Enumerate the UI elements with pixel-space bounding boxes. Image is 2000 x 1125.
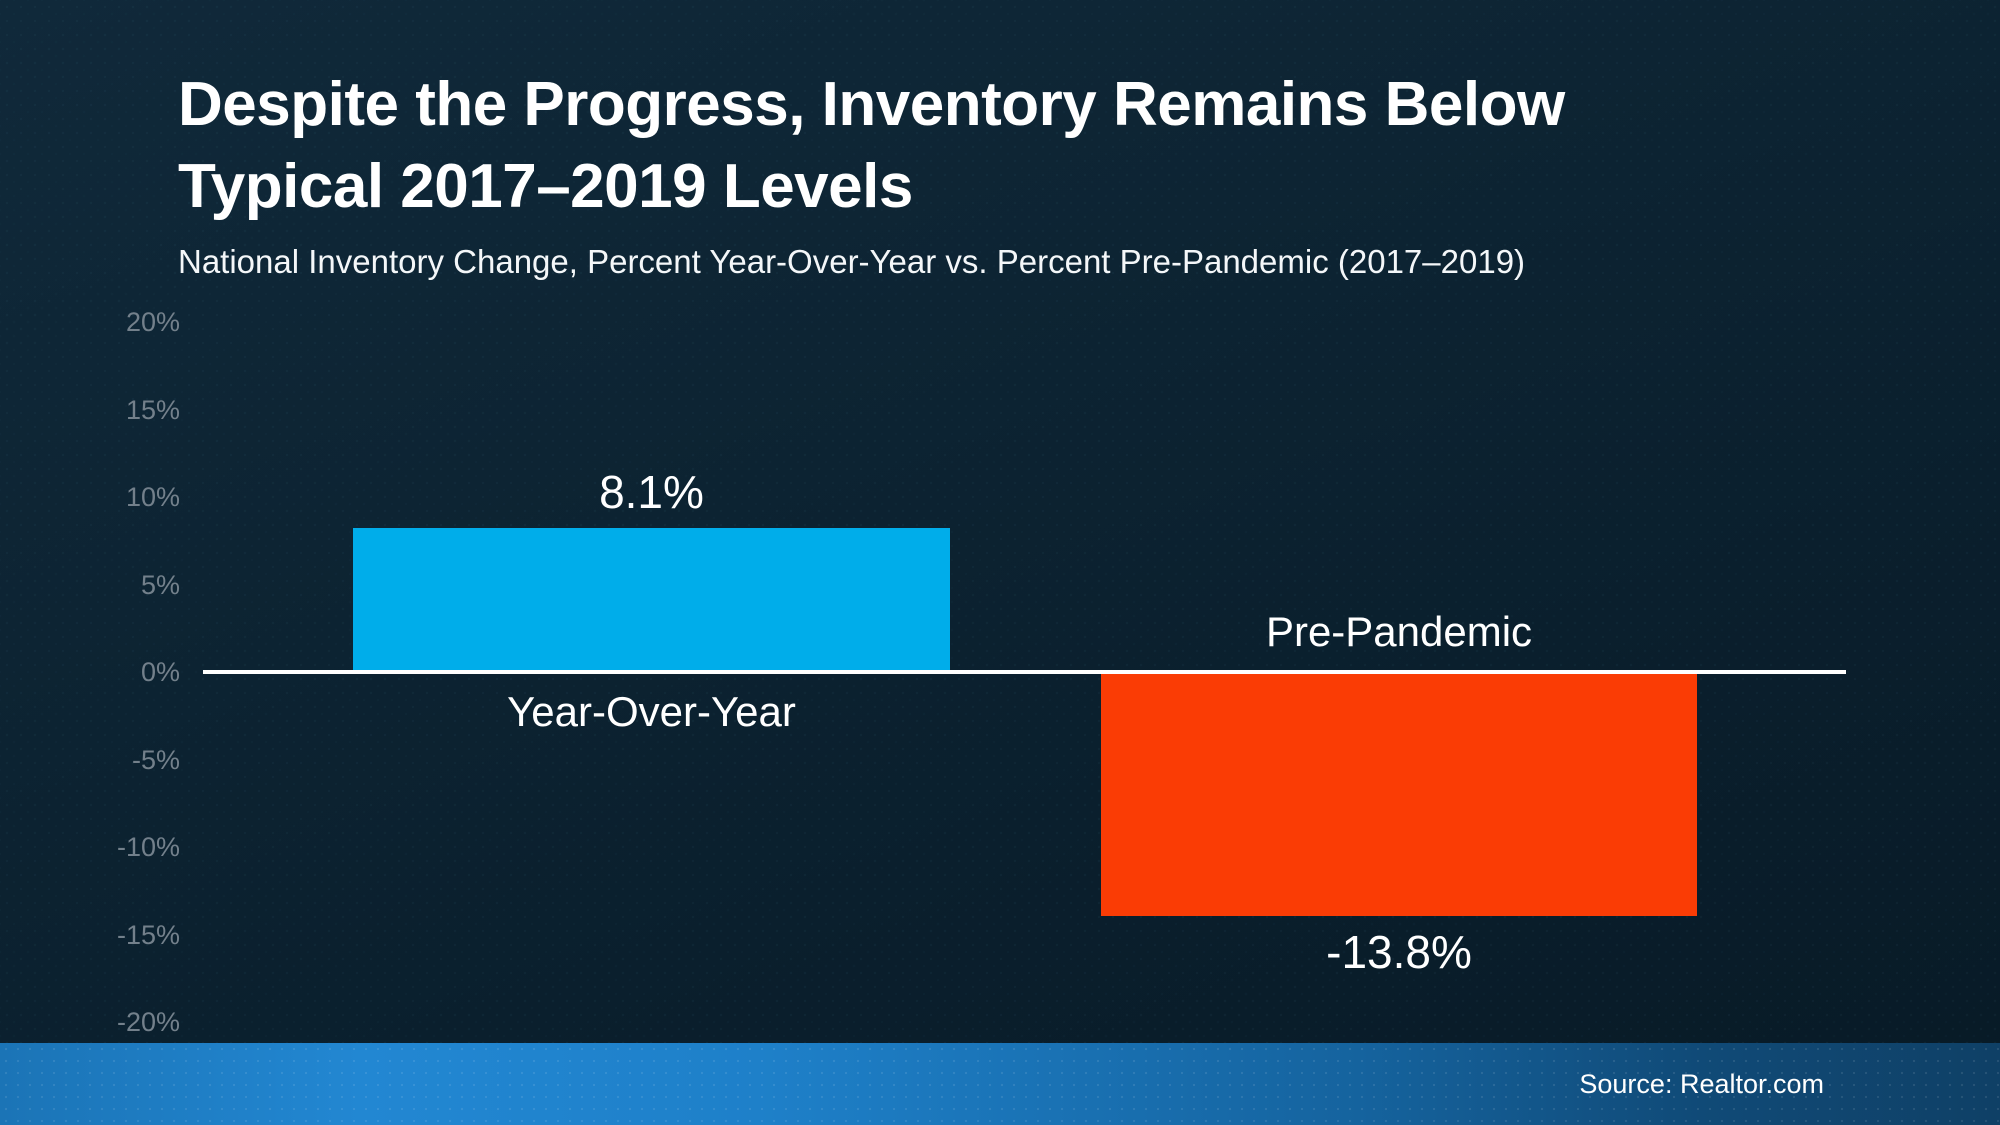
source-text: Source: Realtor.com xyxy=(1579,1069,1824,1099)
y-tick-neg10: -10% xyxy=(116,832,180,862)
chart-title-line-2: Typical 2017–2019 Levels xyxy=(178,152,913,221)
y-tick-15: 15% xyxy=(125,394,180,425)
category-label-year-over-year: Year-Over-Year xyxy=(507,688,796,735)
y-tick-neg5: -5% xyxy=(131,744,180,775)
category-label-pre-pandemic: Pre-Pandemic xyxy=(1265,608,1533,655)
footer-bar: Source: Realtor.com xyxy=(0,1043,2000,1125)
value-label-year-over-year: 8.1% xyxy=(599,466,704,518)
chart-title: Despite the Progress, Inventory Remains … xyxy=(178,64,1565,228)
bar-year-over-year xyxy=(353,528,950,670)
bar-pre-pandemic xyxy=(1101,674,1697,916)
chart-title-line-1: Despite the Progress, Inventory Remains … xyxy=(178,70,1565,139)
zero-baseline xyxy=(203,670,1846,674)
y-tick-20: 20% xyxy=(125,307,180,337)
y-tick-5: 5% xyxy=(140,569,180,600)
value-label-pre-pandemic: -13.8% xyxy=(1326,926,1472,978)
y-tick-neg20: -20% xyxy=(116,1007,180,1037)
chart-subtitle: National Inventory Change, Percent Year-… xyxy=(178,243,1526,280)
y-tick-neg15: -15% xyxy=(116,919,180,950)
y-tick-0: 0% xyxy=(140,657,180,687)
y-tick-10: 10% xyxy=(125,482,180,512)
